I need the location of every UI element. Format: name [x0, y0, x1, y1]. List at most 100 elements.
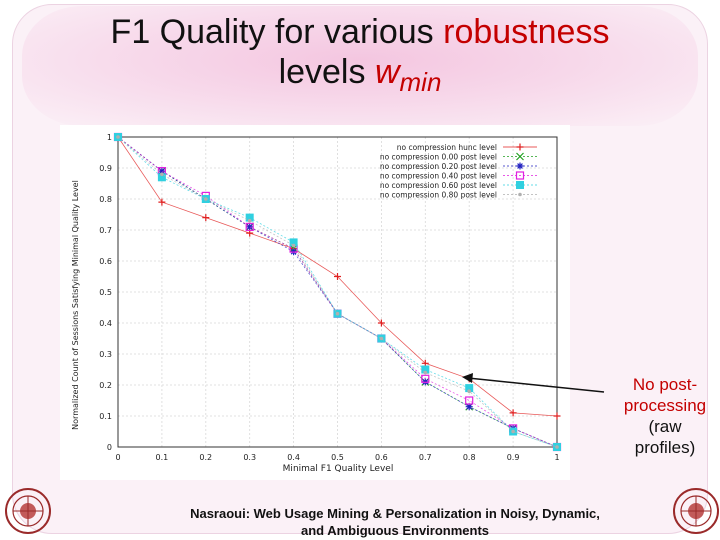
data-point: [423, 370, 428, 375]
annotation-line-4: profiles): [634, 438, 696, 457]
title-w-subscript: min: [399, 67, 442, 97]
x-tick-label: 0.1: [156, 453, 169, 462]
y-tick-label: 0.1: [99, 412, 112, 421]
square-marker: [465, 396, 474, 405]
data-point: [160, 172, 164, 176]
plot-frame: [117, 136, 558, 448]
data-point: [247, 218, 252, 223]
y-tick-label: 0.6: [99, 257, 112, 266]
dot-marker: [116, 135, 120, 139]
dot-marker: [518, 192, 522, 197]
dot-marker: [335, 311, 340, 316]
series-line: [117, 136, 558, 448]
y-tick-label: 0.7: [99, 226, 112, 235]
series-5: [116, 135, 559, 449]
x-tick-label: 0.8: [463, 453, 476, 462]
data-point: [158, 167, 166, 175]
dot-marker: [379, 336, 384, 341]
annotation-line-2: processing: [623, 396, 707, 415]
slide-footer: Nasraoui: Web Usage Mining & Personaliza…: [160, 505, 630, 539]
dot-marker: [291, 243, 296, 248]
annotation-line-3: (raw: [648, 417, 682, 436]
title-part-3: levels: [278, 53, 366, 91]
y-tick-label: 0.2: [99, 381, 112, 390]
star-marker: [158, 167, 166, 175]
dot-marker: [423, 370, 428, 375]
f1-quality-chart: 0 0.1 0.2 0.3 0.4 0.5 0.6 0.7 0.8 0.9 1 0 0.1 0.2 0.3 0…: [71, 132, 562, 474]
x-tick-label: 0.6: [375, 453, 388, 462]
data-point: [245, 222, 254, 232]
plus-marker: [158, 198, 166, 206]
legend-entry-label: no compression 0.00 post level: [380, 153, 497, 162]
x-tick-label: 0.3: [243, 453, 256, 462]
data-point: [516, 152, 524, 161]
x-tick-label: 0: [115, 453, 120, 462]
plus-marker: [334, 273, 341, 280]
y-tick-label: 0.4: [99, 319, 112, 328]
legend-entry-label: no compression 0.80 post level: [380, 191, 497, 200]
x-tick-label: 0.5: [331, 453, 344, 462]
data-point: [158, 198, 166, 206]
plus-marker: [516, 143, 524, 151]
plus-marker: [553, 412, 561, 420]
title-robustness: robustness: [443, 13, 610, 51]
x-tick-label: 0.9: [507, 453, 520, 462]
slide-title: F1 Quality for various robustness levels…: [0, 12, 720, 102]
title-part-1: F1 Quality for various: [110, 13, 434, 51]
annotation-arrow-line: [467, 377, 605, 393]
data-point: [467, 389, 472, 394]
data-point: [516, 143, 524, 151]
legend-entry-label: no compression 0.60 post level: [380, 181, 497, 190]
star-marker: [246, 223, 254, 231]
university-seal-icon: [673, 488, 719, 534]
data-point: [516, 181, 524, 189]
dot-marker: [555, 445, 559, 449]
data-point: [421, 374, 430, 383]
data-point: [509, 409, 517, 417]
cross-marker: [516, 152, 524, 161]
data-point: [335, 311, 340, 316]
annotation-note: No post- processing (raw profiles): [606, 374, 720, 458]
filled-square-marker: [516, 181, 524, 189]
dot-marker: [511, 429, 515, 434]
y-tick-label: 0.8: [99, 195, 112, 204]
data-point: [202, 214, 210, 222]
plus-marker: [377, 319, 385, 327]
y-tick-label: 1: [107, 133, 112, 142]
dot-marker: [160, 172, 164, 176]
dot-marker: [204, 197, 208, 201]
series-line: [117, 136, 558, 448]
star-marker: [516, 162, 524, 170]
data-point: [516, 162, 524, 170]
chart-axes: 0 0.1 0.2 0.3 0.4 0.5 0.6 0.7 0.8 0.9 1 0 0.1 0.2 0.3 0…: [99, 133, 559, 462]
data-point: [246, 223, 254, 231]
chart-container: 0 0.1 0.2 0.3 0.4 0.5 0.6 0.7 0.8 0.9 1 0 0.1 0.2 0.3 0…: [60, 125, 570, 480]
star-marker: [465, 403, 473, 411]
series-line: [117, 136, 558, 448]
square-marker: [245, 222, 254, 232]
plus-marker: [509, 409, 517, 417]
data-point: [377, 319, 385, 327]
data-point: [511, 429, 515, 434]
data-point: [518, 192, 522, 197]
data-point: [116, 135, 120, 139]
title-highlight-blob: [22, 6, 698, 126]
data-point: [465, 403, 473, 411]
x-tick-label: 0.2: [199, 453, 212, 462]
y-axis-label: Normalized Count of Sessions Satisfying …: [71, 180, 80, 430]
plus-marker: [202, 214, 210, 222]
data-point: [553, 412, 561, 420]
data-point: [555, 445, 559, 449]
footer-line-2: and Ambiguous Environments: [300, 523, 490, 538]
dot-marker: [247, 218, 252, 223]
x-tick-label: 1: [554, 453, 559, 462]
legend-entry-label: no compression 0.20 post level: [380, 162, 497, 171]
chart-series: [113, 132, 562, 452]
legend-entry-label: no compression 0.40 post level: [380, 172, 497, 181]
data-point: [465, 396, 474, 405]
x-axis-label: Minimal F1 Quality Level: [283, 464, 394, 474]
footer-line-1: Nasraoui: Web Usage Mining & Personaliza…: [190, 506, 600, 521]
university-seal-icon: [5, 488, 51, 534]
square-marker: [421, 374, 430, 383]
